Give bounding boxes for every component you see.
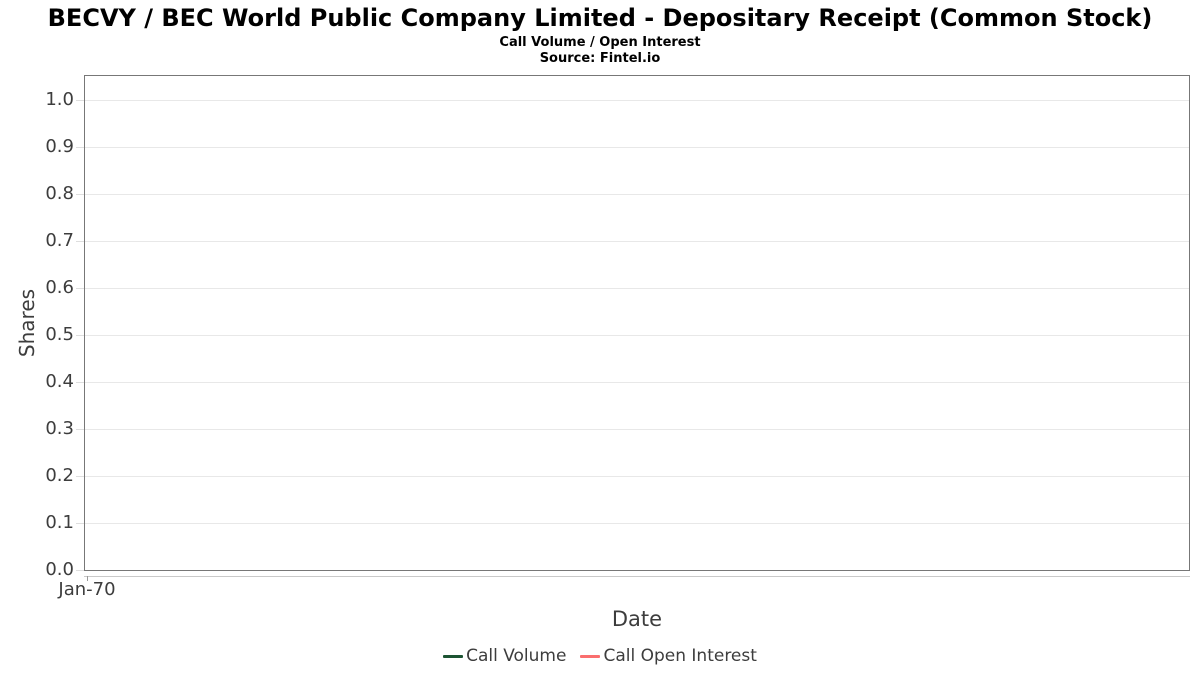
gridline [85, 240, 1189, 242]
y-axis-tick-mark [76, 570, 84, 571]
y-axis-tick-label: 1.0 [45, 88, 74, 110]
legend-swatch [580, 654, 601, 658]
y-axis-tick-label: 0.8 [45, 182, 74, 204]
legend-item-call-volume[interactable]: Call Volume [443, 646, 566, 666]
y-axis-tick-label: 0.9 [45, 135, 74, 157]
y-axis-tick-mark [76, 522, 84, 524]
y-axis-tick-label: 0.0 [45, 559, 74, 581]
y-axis-tick-label: 0.5 [45, 323, 74, 345]
x-axis-title: Date [611, 607, 663, 631]
gridline [85, 99, 1189, 101]
gridline [85, 193, 1189, 195]
y-axis-tick-mark [76, 240, 84, 242]
y-axis-tick-label: 0.4 [45, 370, 74, 392]
y-axis-tick-label: 0.2 [45, 464, 74, 486]
y-axis-tick-mark [76, 99, 84, 101]
legend: Call Volume Call Open Interest [0, 646, 1200, 666]
y-axis-tick-label: 0.1 [45, 512, 74, 534]
x-axis-tick-label: Jan-70 [58, 579, 116, 600]
gridline [85, 146, 1189, 148]
gridline [85, 334, 1189, 336]
gridline [85, 428, 1189, 430]
gridline [85, 475, 1189, 477]
y-axis-tick-mark [76, 381, 84, 383]
chart-source: Source: Fintel.io [539, 51, 661, 66]
gridline [85, 522, 1189, 524]
y-axis-tick-mark [76, 193, 84, 195]
y-axis-tick-mark [76, 334, 84, 336]
y-axis-tick-mark [76, 146, 84, 148]
legend-swatch [443, 654, 464, 658]
gridline [85, 381, 1189, 383]
y-axis-tick-label: 0.6 [45, 276, 74, 298]
chart-subtitle: Call Volume / Open Interest [499, 35, 701, 50]
y-axis-tick-mark [76, 475, 84, 477]
legend-label: Call Volume [466, 646, 567, 666]
y-axis-tick-mark [76, 287, 84, 289]
plot-area [84, 75, 1190, 571]
x-axis-line [84, 576, 1190, 577]
legend-label: Call Open Interest [603, 646, 757, 666]
gridline [85, 287, 1189, 289]
y-axis-tick-label: 0.7 [45, 229, 74, 251]
chart-title: BECVY / BEC World Public Company Limited… [47, 4, 1153, 32]
y-axis-tick-label: 0.3 [45, 417, 74, 439]
y-axis-tick-mark [76, 428, 84, 430]
legend-item-call-open-interest[interactable]: Call Open Interest [580, 646, 757, 666]
x-axis-tick-mark [87, 576, 88, 581]
